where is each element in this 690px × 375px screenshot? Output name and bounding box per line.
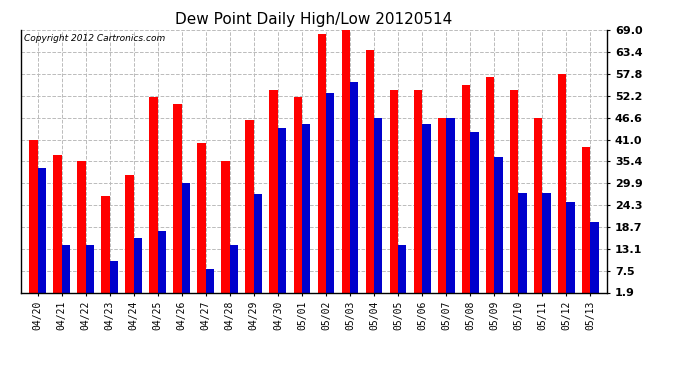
Bar (390, 90, 398, 300)
Bar (173, 104, 181, 300)
Bar (446, 118, 455, 300)
Bar (181, 183, 190, 300)
Bar (350, 82, 358, 300)
Bar (437, 118, 446, 300)
Bar (518, 193, 526, 300)
Bar (302, 124, 311, 300)
Bar (470, 132, 479, 300)
Bar (221, 162, 230, 300)
Bar (566, 202, 575, 300)
Bar (366, 50, 374, 300)
Bar (326, 93, 335, 300)
Bar (53, 155, 61, 300)
Bar (246, 120, 254, 300)
Bar (158, 231, 166, 300)
Bar (374, 118, 382, 300)
Bar (293, 97, 302, 300)
Bar (510, 90, 518, 300)
Bar (542, 193, 551, 300)
Bar (591, 222, 599, 300)
Bar (462, 85, 470, 300)
Bar (422, 124, 431, 300)
Bar (197, 144, 206, 300)
Bar (254, 194, 262, 300)
Bar (61, 245, 70, 300)
Bar (270, 90, 278, 300)
Bar (342, 26, 350, 300)
Bar (582, 147, 591, 300)
Bar (558, 74, 566, 300)
Bar (101, 196, 110, 300)
Bar (37, 168, 46, 300)
Bar (77, 162, 86, 300)
Bar (398, 245, 406, 300)
Bar (414, 90, 422, 300)
Bar (29, 140, 37, 300)
Bar (494, 157, 502, 300)
Bar (86, 245, 94, 300)
Bar (534, 118, 542, 300)
Title: Dew Point Daily High/Low 20120514: Dew Point Daily High/Low 20120514 (175, 12, 453, 27)
Bar (486, 77, 494, 300)
Bar (278, 128, 286, 300)
Bar (230, 245, 238, 300)
Bar (149, 97, 158, 300)
Text: Copyright 2012 Cartronics.com: Copyright 2012 Cartronics.com (23, 34, 165, 43)
Bar (134, 238, 142, 300)
Bar (110, 261, 118, 300)
Bar (206, 268, 214, 300)
Bar (126, 175, 134, 300)
Bar (317, 34, 326, 300)
